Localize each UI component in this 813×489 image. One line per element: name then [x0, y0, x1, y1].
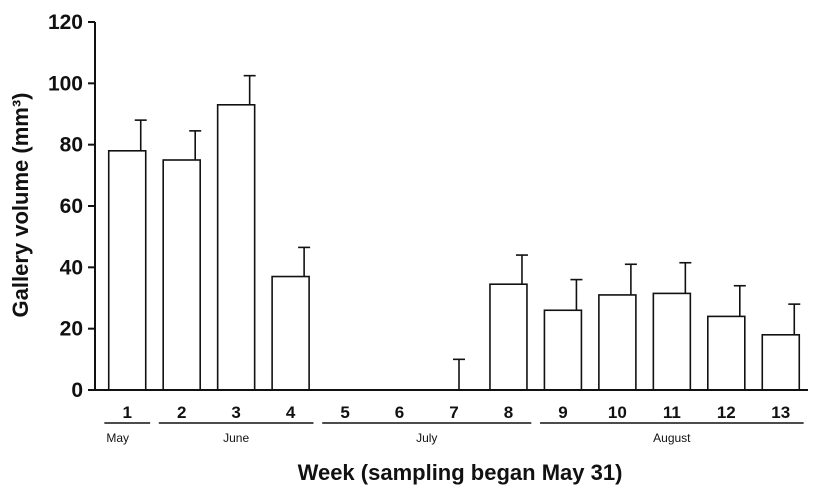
y-tick-label: 60	[60, 195, 83, 218]
y-tick-label: 120	[48, 11, 83, 34]
y-axis: 0 20 40 60 80 100 120	[48, 11, 96, 402]
bar	[707, 315, 746, 391]
bar	[271, 275, 310, 391]
x-tick-label: 10	[608, 403, 627, 422]
bar	[652, 292, 692, 391]
month-label: June	[223, 431, 249, 445]
x-axis: 1 2 3 4 5 6 7 8 9 10 11 12 13	[95, 389, 808, 422]
x-tick-label: 11	[663, 403, 681, 422]
y-axis-title: Gallery volume (mm³)	[8, 93, 33, 318]
x-tick-label: 12	[717, 403, 736, 422]
x-tick-label: 4	[286, 403, 296, 422]
month-label: May	[106, 431, 129, 445]
x-tick-label: 9	[558, 403, 567, 422]
x-tick-label: 8	[504, 403, 513, 422]
x-tick-label: 6	[395, 403, 404, 422]
y-tick-label: 20	[60, 318, 83, 341]
x-tick-label: 7	[449, 403, 458, 422]
x-tick-label: 2	[177, 403, 186, 422]
bar	[598, 294, 637, 391]
month-label: August	[653, 431, 691, 445]
x-tick-label: 13	[771, 403, 790, 422]
x-tick-label: 5	[340, 403, 349, 422]
x-tick-label: 3	[231, 403, 240, 422]
bar	[107, 150, 147, 391]
x-axis-title: Week (sampling began May 31)	[298, 460, 623, 485]
bars-group	[107, 74, 801, 391]
month-labels: May June July August	[104, 422, 804, 445]
y-tick-label: 80	[60, 134, 83, 157]
bar	[489, 283, 528, 391]
bar	[761, 333, 801, 391]
bar	[162, 159, 201, 391]
x-tick-label: 1	[122, 403, 131, 422]
y-tick-label: 40	[60, 256, 83, 279]
y-tick-label: 100	[48, 72, 83, 95]
y-tick-label: 0	[71, 379, 83, 402]
bar	[543, 309, 583, 391]
bar	[216, 104, 256, 391]
month-label: July	[416, 431, 437, 445]
